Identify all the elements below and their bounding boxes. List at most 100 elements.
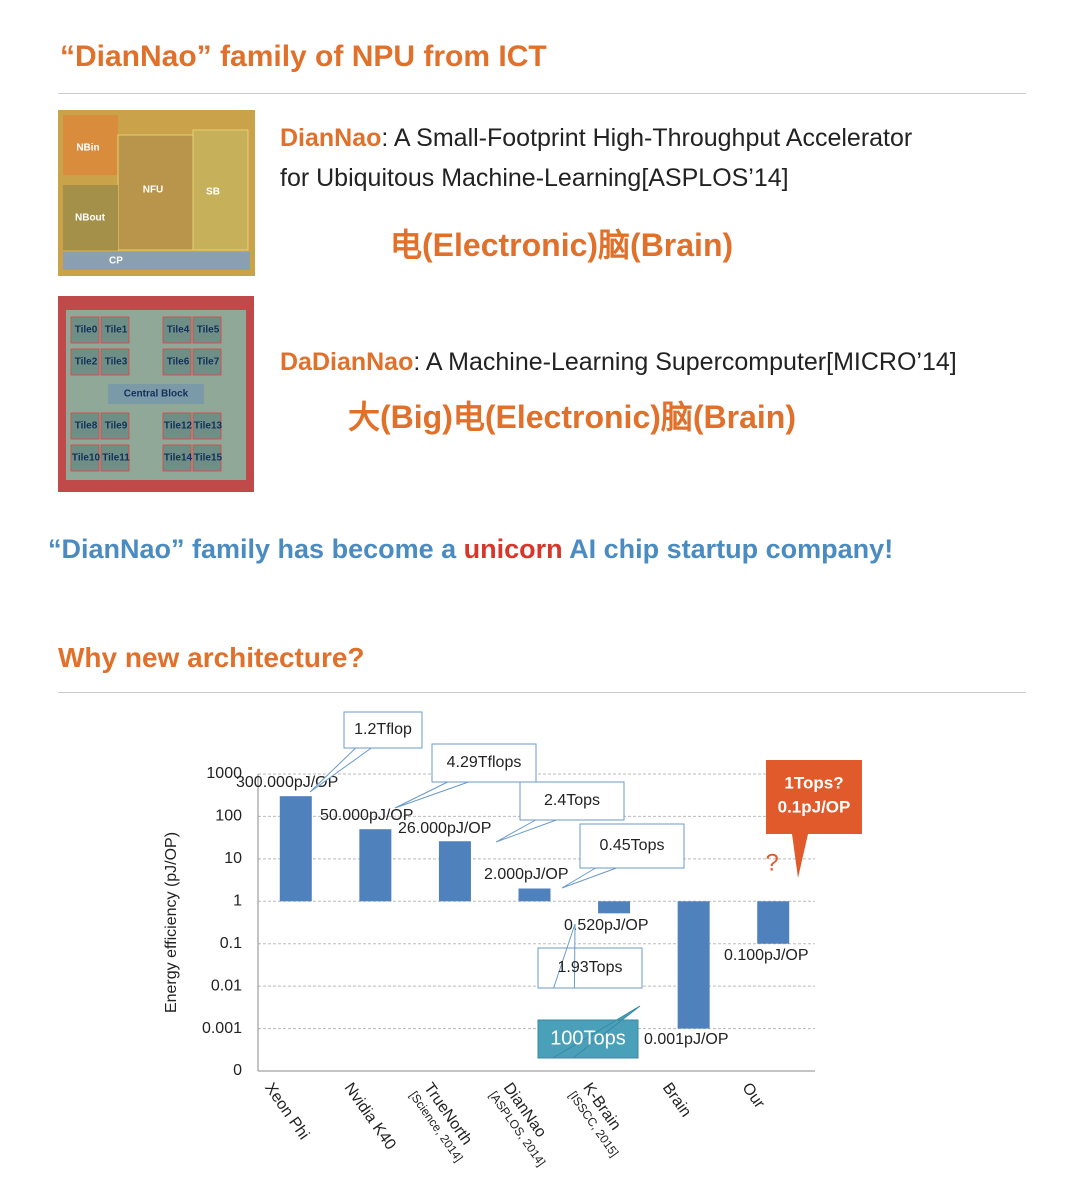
statement-text: “DianNao” family has become a xyxy=(48,534,464,564)
image-label: Tile10 xyxy=(72,453,101,464)
value-label: 0.520pJ/OP xyxy=(564,917,649,934)
x-tick: Xeon Phi xyxy=(261,1080,312,1143)
image-label: Tile2 xyxy=(75,357,98,368)
statement-highlight: unicorn xyxy=(463,534,563,564)
tile xyxy=(108,384,204,404)
value-label: 2.000pJ/OP xyxy=(484,866,569,883)
image-label: NFU xyxy=(143,185,164,196)
x-tick: K-Brain[ISSCC, 2015] xyxy=(566,1080,624,1160)
rule xyxy=(58,692,1026,693)
highlight-box xyxy=(766,760,862,878)
paper-name: DaDianNao xyxy=(280,348,414,376)
image-label: SB xyxy=(206,187,220,198)
statement-text: AI chip startup company! xyxy=(562,534,894,564)
paper-desc: : A Machine-Learning Supercomputer[MICRO… xyxy=(413,348,957,376)
image-label: Tile9 xyxy=(105,421,128,432)
image-label: Tile15 xyxy=(194,453,223,464)
bar xyxy=(757,901,790,944)
tile xyxy=(100,444,130,472)
y-tick-label: 100 xyxy=(215,808,242,825)
callout-box xyxy=(537,923,643,989)
image-label: Tile7 xyxy=(197,357,220,368)
x-tick-label: Nvidia K40 xyxy=(341,1080,399,1153)
callout-text: 1.93Tops xyxy=(558,959,623,976)
title: “DianNao” family of NPU from ICT xyxy=(60,40,547,73)
tile xyxy=(70,444,100,472)
tile xyxy=(100,412,130,440)
chip-image: Tile0 Tile1 Tile4 Tile5 Tile2 Tile3 Tile6 Tile7… xyxy=(58,296,254,492)
y-tick-label: 0.001 xyxy=(202,1020,242,1037)
tile xyxy=(100,316,130,344)
bar xyxy=(359,829,392,902)
tile xyxy=(162,412,192,440)
callout-box xyxy=(495,781,625,843)
image-label: NBout xyxy=(75,213,106,224)
bar xyxy=(598,901,631,914)
image-label: Tile6 xyxy=(167,357,190,368)
bar xyxy=(677,901,710,1029)
callout-text: 4.29Tflops xyxy=(447,754,522,771)
image-label: Tile1 xyxy=(105,325,128,336)
value-label: 0.001pJ/OP xyxy=(644,1031,729,1048)
y-axis-label: Energy efficiency (pJ/OP) xyxy=(163,832,180,1013)
tile xyxy=(192,348,222,376)
value-label: 300.000pJ/OP xyxy=(236,774,338,791)
y-tick-label: 1 xyxy=(233,893,242,910)
value-label: 50.000pJ/OP xyxy=(320,807,413,824)
tile xyxy=(100,348,130,376)
tile xyxy=(162,348,192,376)
callout-text: 0.45Tops xyxy=(600,837,665,854)
image-label: Tile14 xyxy=(164,453,193,464)
bar xyxy=(518,888,551,902)
paper-desc: : A Small-Footprint High-Throughput Acce… xyxy=(381,124,913,152)
x-tick-label: Xeon Phi xyxy=(261,1080,312,1143)
image-label: Tile8 xyxy=(75,421,98,432)
x-tick-label: Brain xyxy=(659,1080,694,1120)
x-tick: Nvidia K40 xyxy=(341,1080,399,1153)
y-tick-label: 0 xyxy=(233,1062,242,1079)
paper-title: DianNao: A Small-Footprint High-Throughp… xyxy=(280,124,912,153)
callout-text: 2.4Tops xyxy=(544,792,600,809)
image-label: Tile3 xyxy=(105,357,128,368)
highlight-text: 0.1pJ/OP xyxy=(778,797,851,816)
paper-desc: for Ubiquitous Machine-Learning[ASPLOS’1… xyxy=(280,164,789,192)
image-label: Tile0 xyxy=(75,325,98,336)
tile xyxy=(70,316,100,344)
meaning: 电(Electronic)脑(Brain) xyxy=(390,227,734,263)
tile xyxy=(162,316,192,344)
paper-name: DianNao xyxy=(280,124,382,152)
y-tick-label: 0.1 xyxy=(220,935,242,952)
y-tick-label: 10 xyxy=(224,850,242,867)
image-label: Tile11 xyxy=(102,453,130,464)
rule xyxy=(58,93,1026,94)
question-mark: ? xyxy=(765,849,778,876)
tile xyxy=(192,316,222,344)
chip-image: NBin NFU SB NBout CP xyxy=(58,110,255,276)
highlight-text: 1Tops? xyxy=(784,773,843,792)
image-label: Tile13 xyxy=(194,421,223,432)
tile xyxy=(192,444,222,472)
meaning: 大(Big)电(Electronic)脑(Brain) xyxy=(348,399,797,435)
image-label: Tile5 xyxy=(197,325,220,336)
value-label: 0.100pJ/OP xyxy=(724,947,809,964)
image-label: Central Block xyxy=(124,389,189,400)
bar xyxy=(438,841,471,902)
tile xyxy=(70,348,100,376)
chart: 0 0.001 0.01 0.1 1 10 100 1000 Energy efficiency… xyxy=(163,711,862,1169)
y-tick-label: 0.01 xyxy=(211,977,242,994)
image-label: NBin xyxy=(76,143,99,154)
tile xyxy=(192,412,222,440)
statement: “DianNao” family has become a unicorn AI… xyxy=(48,534,893,565)
callout-text: 100Tops xyxy=(550,1027,626,1049)
callout-box xyxy=(537,1005,641,1059)
section-title: Why new architecture? xyxy=(58,642,365,673)
x-tick: TrueNorth[Science, 2014] xyxy=(407,1080,475,1164)
x-tick: Brain xyxy=(659,1080,694,1120)
paper-title: DaDianNao: A Machine-Learning Supercompu… xyxy=(280,348,957,377)
tile xyxy=(70,412,100,440)
x-tick: Our xyxy=(738,1080,768,1112)
x-tick: DianNao[ASPLOS, 2014] xyxy=(486,1080,549,1169)
callout-text: 1.2Tflop xyxy=(354,721,412,738)
callout-box xyxy=(309,711,423,793)
